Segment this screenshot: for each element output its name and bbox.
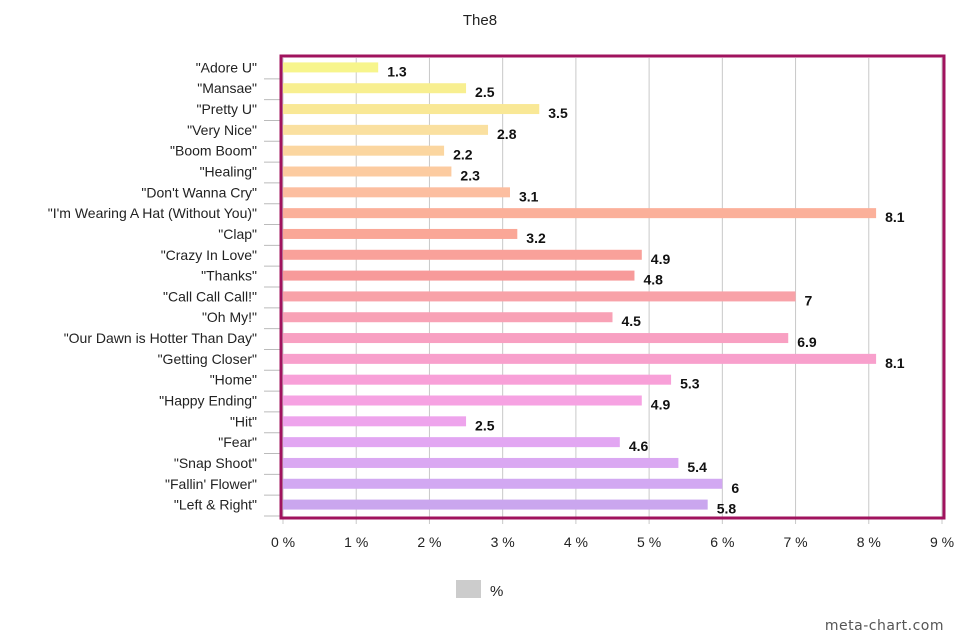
value-label: 8.1 (885, 355, 905, 371)
bar[interactable] (283, 312, 613, 323)
watermark: meta-chart.com (824, 618, 944, 634)
bar[interactable] (283, 374, 672, 385)
bar[interactable] (283, 291, 796, 302)
value-label: 5.4 (687, 459, 707, 475)
value-label: 3.1 (519, 188, 539, 204)
category-label: "Crazy In Love" (161, 247, 257, 263)
legend-label[interactable]: % (490, 583, 503, 600)
value-label: 5.8 (717, 501, 737, 517)
bar[interactable] (283, 478, 723, 489)
category-label: "Happy Ending" (159, 393, 257, 409)
bar[interactable] (283, 499, 708, 510)
value-label: 2.5 (475, 417, 495, 433)
category-label: "Very Nice" (187, 122, 257, 138)
x-tick-label: 0 % (271, 534, 295, 550)
bar[interactable] (283, 353, 877, 364)
value-label: 4.9 (651, 251, 671, 267)
bar[interactable] (283, 166, 452, 177)
value-label: 5.3 (680, 376, 700, 392)
value-label: 6.9 (797, 334, 817, 350)
value-label: 2.8 (497, 126, 517, 142)
bar[interactable] (283, 437, 620, 448)
x-tick-label: 7 % (783, 534, 807, 550)
value-label: 3.2 (526, 230, 546, 246)
category-label: "Fear" (218, 434, 257, 450)
category-label: "I'm Wearing A Hat (Without You)" (48, 205, 257, 221)
bar[interactable] (283, 249, 642, 260)
category-label: "Thanks" (201, 268, 257, 284)
value-label: 2.3 (460, 168, 480, 184)
bar[interactable] (283, 270, 635, 281)
category-label: "Healing" (200, 164, 257, 180)
category-label: "Oh My!" (202, 309, 257, 325)
category-label: "Home" (210, 372, 257, 388)
x-tick-label: 2 % (417, 534, 441, 550)
x-tick-label: 6 % (710, 534, 734, 550)
bar[interactable] (283, 83, 467, 94)
value-label: 2.5 (475, 84, 495, 100)
chart-title: The8 (463, 12, 497, 29)
category-label: "Pretty U" (196, 101, 257, 117)
category-label: "Boom Boom" (170, 143, 257, 159)
x-tick-label: 1 % (344, 534, 368, 550)
value-label: 4.8 (643, 272, 663, 288)
bar[interactable] (283, 145, 445, 156)
value-labels: 1.3 2.5 3.5 2.8 2.2 2.3 3.1 8.1 3.2 4.9 4.8 7 4.5 6.9… (387, 63, 905, 516)
value-label: 8.1 (885, 209, 905, 225)
value-label: 3.5 (548, 105, 568, 121)
legend-swatch[interactable] (456, 580, 481, 598)
category-label: "Snap Shoot" (174, 455, 257, 471)
value-label: 6 (731, 480, 739, 496)
x-tick-label: 3 % (491, 534, 515, 550)
category-label: "Fallin' Flower" (165, 476, 257, 492)
value-label: 1.3 (387, 63, 407, 79)
category-label: "Left & Right" (174, 497, 257, 513)
bars (283, 62, 877, 510)
x-tick-label: 8 % (857, 534, 881, 550)
category-label: "Don't Wanna Cry" (141, 184, 257, 200)
x-tick-label: 5 % (637, 534, 661, 550)
category-label: "Hit" (230, 413, 257, 429)
category-label: "Mansae" (197, 80, 257, 96)
bar[interactable] (283, 62, 379, 73)
category-label: "Getting Closer" (158, 351, 257, 367)
value-label: 4.9 (651, 397, 671, 413)
bar[interactable] (283, 333, 789, 344)
bar[interactable] (283, 208, 877, 219)
bar[interactable] (283, 457, 679, 468)
category-label: "Adore U" (196, 59, 257, 75)
category-label: "Our Dawn is Hotter Than Day" (64, 330, 257, 346)
x-tick-label: 4 % (564, 534, 588, 550)
category-label: "Clap" (218, 226, 257, 242)
plot-frame (279, 54, 946, 520)
category-labels: "Adore U" "Mansae" "Pretty U" "Very Nice" "B… (48, 59, 257, 512)
bar[interactable] (283, 228, 518, 239)
value-label: 4.5 (622, 313, 642, 329)
category-label: "Call Call Call!" (163, 288, 257, 304)
x-axis-ticks: 0 % 1 % 2 % 3 % 4 % 5 % 6 % 7 % 8 % 9 % (271, 534, 954, 550)
bar[interactable] (283, 104, 540, 115)
bar[interactable] (283, 395, 642, 406)
value-label: 2.2 (453, 147, 473, 163)
bar[interactable] (283, 187, 510, 198)
value-label: 4.6 (629, 438, 649, 454)
legend[interactable]: % (456, 580, 503, 600)
gridlines (264, 58, 943, 524)
bar[interactable] (283, 416, 467, 427)
value-label: 7 (805, 292, 813, 308)
x-tick-label: 9 % (930, 534, 954, 550)
bar[interactable] (283, 124, 489, 135)
